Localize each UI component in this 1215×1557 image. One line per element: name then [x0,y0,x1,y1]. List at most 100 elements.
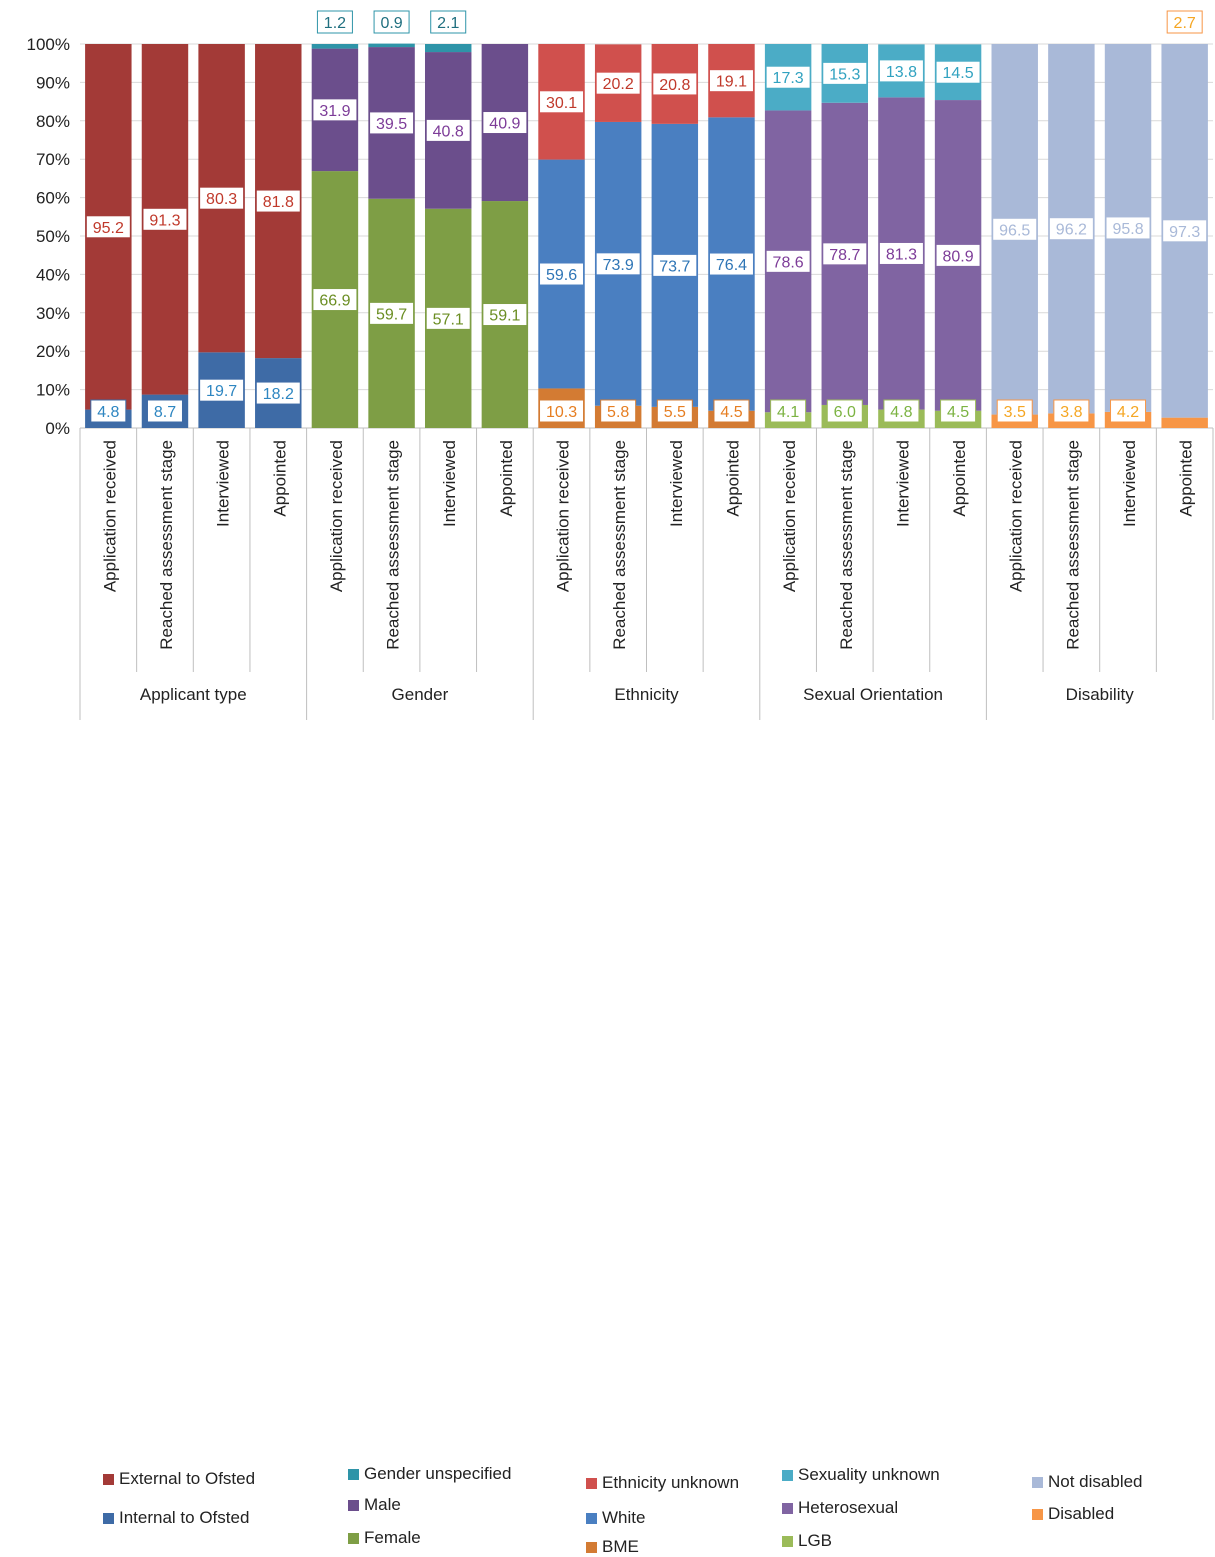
legend-swatch [103,1512,114,1524]
data-label-box [312,288,358,312]
legend-item-gender-unspecified: Gender unspecified [348,1464,511,1484]
data-label: 40.8 [433,123,464,140]
bar-segment-gender-gender-unspecified [311,44,359,49]
data-label: 5.5 [664,404,686,421]
data-label-box [826,399,863,423]
data-label: 15.3 [829,66,860,83]
data-label: 13.8 [886,64,917,81]
data-label: 59.1 [489,308,520,325]
x-tick-label: Interviewed [893,440,912,527]
chart-plot: 0% 10% 20% 30% 40% 50% 60% 70% 80% 90% 100% 4.8 95.2… [27,10,1214,720]
data-label-box [656,399,693,423]
legend-swatch [348,1532,359,1544]
data-label-box [539,399,585,423]
y-tick-label: 40% [36,265,70,284]
data-label: 81.3 [886,246,917,263]
y-tick-label: 70% [36,150,70,169]
legend-item-disabled: Disabled [1032,1504,1114,1524]
data-label-box [90,399,127,423]
data-label-box [595,252,641,276]
legend-item-heterosexual: Heterosexual [782,1498,898,1518]
legend-label: White [602,1508,646,1527]
data-label-box [1162,219,1208,243]
legend-swatch [103,1473,114,1485]
data-label: 4.8 [890,404,912,421]
data-label-box [430,10,467,34]
data-label: 97.3 [1169,224,1200,241]
data-label-box [85,215,131,239]
data-label: 81.8 [263,194,294,211]
x-tick-label: Application received [327,440,346,592]
group-label: Gender [392,685,449,704]
data-label: 30.1 [546,95,577,112]
x-tick-label: Application received [554,440,573,592]
data-label: 73.7 [659,258,690,275]
legend-label: BME [602,1537,639,1556]
legend-swatch [782,1535,793,1547]
x-tick-label: Reached assessment stage [610,440,629,650]
group-label: Applicant type [140,685,247,704]
legend-swatch [1032,1476,1043,1488]
y-tick-label: 10% [36,381,70,400]
data-label-box [708,252,754,276]
data-label-box [652,72,698,96]
data-label: 18.2 [263,386,294,403]
x-tick-label: Application received [780,440,799,592]
y-tick-label: 30% [36,304,70,323]
data-label-box [595,71,641,95]
data-label: 10.3 [546,404,577,421]
x-tick-label: Appointed [497,440,516,517]
legend-swatch [782,1502,793,1514]
legend-item-not-disabled: Not disabled [1032,1472,1143,1492]
data-label: 66.9 [319,293,350,310]
group-label: Ethnicity [614,685,679,704]
x-tick-label: Interviewed [1120,440,1139,527]
data-label: 6.0 [834,404,856,421]
data-label: 17.3 [773,70,804,87]
data-label: 4.5 [947,404,969,421]
data-label-box [425,118,471,142]
data-label-box [539,262,585,286]
data-label-box [878,241,924,265]
y-tick-label: 0% [45,419,70,438]
legend-label: Heterosexual [798,1498,899,1517]
data-label-box [765,65,811,89]
y-tick-label: 50% [36,227,70,246]
stacked-bar-chart: 0% 10% 20% 30% 40% 50% 60% 70% 80% 90% 100% 4.8 95.2… [27,10,1214,1556]
data-label: 95.8 [1112,221,1143,238]
legend-swatch [782,1469,793,1481]
data-label: 20.8 [659,77,690,94]
data-label: 0.9 [380,15,402,32]
data-label: 76.4 [716,257,747,274]
data-label-box [539,90,585,114]
data-label: 20.2 [603,76,634,93]
data-label: 59.6 [546,267,577,284]
y-tick-label: 90% [36,73,70,92]
legend-item-ethnicity-unknown: Ethnicity unknown [586,1473,739,1493]
data-label-box [369,111,415,135]
data-label: 1.2 [324,15,346,32]
legend-label: Disabled [1048,1504,1115,1523]
x-tick-label: Interviewed [440,440,459,527]
data-label-box [822,61,868,85]
data-label-box [255,189,301,213]
data-label-box [1053,399,1090,423]
data-label: 4.1 [777,404,799,421]
x-tick-label: Reached assessment stage [1063,440,1082,650]
data-label-box [822,242,868,266]
legend-label: Female [364,1528,421,1547]
data-label: 39.5 [376,116,407,133]
legend-swatch [586,1541,597,1553]
data-label: 2.1 [437,15,459,32]
data-label: 40.9 [489,116,520,133]
data-label-box [373,10,410,34]
legend-label: LGB [798,1531,833,1550]
legend-label: Not disabled [1048,1472,1143,1491]
data-label-box [482,303,528,327]
data-label: 4.5 [720,404,742,421]
legend-label: Internal to Ofsted [119,1508,250,1527]
data-label: 8.7 [154,404,176,421]
group-label: Sexual Orientation [803,685,943,704]
x-tick-label: Interviewed [214,440,233,527]
data-label-box [146,399,183,423]
